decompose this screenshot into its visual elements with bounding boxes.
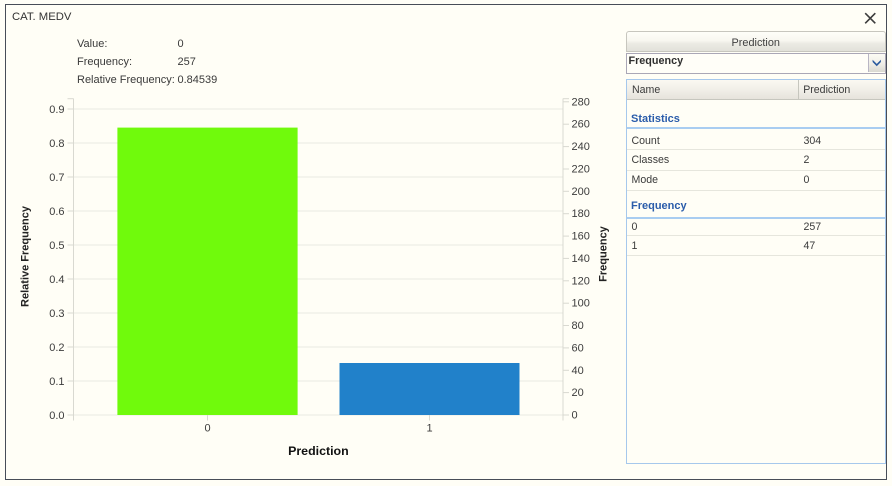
svg-text:160: 160 [572,231,590,243]
svg-text:0.2: 0.2 [49,342,64,354]
svg-text:140: 140 [572,253,590,265]
svg-text:Prediction: Prediction [288,444,349,458]
svg-text:0.0: 0.0 [49,410,64,422]
svg-text:0.5: 0.5 [49,240,64,252]
svg-text:0.4: 0.4 [49,274,64,286]
svg-text:100: 100 [572,298,590,310]
svg-text:Frequency: Frequency [598,225,610,282]
svg-text:200: 200 [572,186,590,198]
svg-text:240: 240 [572,141,590,153]
svg-text:120: 120 [572,275,590,287]
svg-text:0.7: 0.7 [49,172,64,184]
svg-text:0.3: 0.3 [49,308,64,320]
svg-text:20: 20 [572,387,584,399]
svg-text:220: 220 [572,164,590,176]
svg-text:180: 180 [572,208,590,220]
svg-text:0.9: 0.9 [49,104,64,116]
svg-text:80: 80 [572,320,584,332]
svg-text:0.1: 0.1 [49,376,64,388]
svg-text:0.6: 0.6 [49,206,64,218]
svg-text:0.8: 0.8 [49,138,64,150]
svg-text:40: 40 [572,365,584,377]
svg-text:260: 260 [572,119,590,131]
svg-text:0: 0 [204,423,210,435]
svg-text:1: 1 [426,423,432,435]
svg-text:60: 60 [572,342,584,354]
svg-text:0: 0 [572,410,578,422]
svg-text:Relative Frequency: Relative Frequency [20,205,32,307]
svg-text:280: 280 [572,96,590,108]
